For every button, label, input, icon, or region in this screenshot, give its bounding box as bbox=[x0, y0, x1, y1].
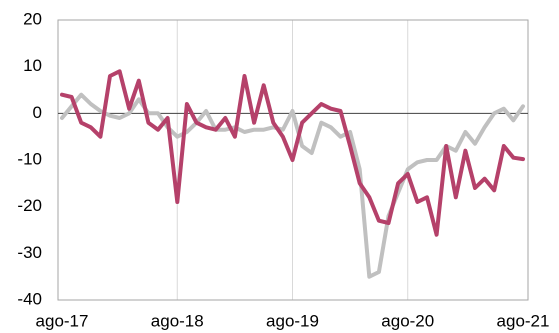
plot-frame bbox=[57, 19, 529, 301]
x-tick-label: ago-21 bbox=[497, 311, 550, 330]
y-tick-label: 10 bbox=[23, 56, 42, 75]
x-tick-label: ago-20 bbox=[381, 311, 434, 330]
y-tick-label: -40 bbox=[17, 289, 42, 308]
series-line bbox=[60, 69, 525, 237]
y-tick-label: 20 bbox=[23, 9, 42, 28]
y-tick-label: 0 bbox=[33, 103, 42, 122]
y-tick-label: -30 bbox=[17, 243, 42, 262]
y-tick-label: -20 bbox=[17, 196, 42, 215]
x-tick-label: ago-19 bbox=[266, 311, 319, 330]
x-tick-label: ago-18 bbox=[151, 311, 204, 330]
y-tick-label: -10 bbox=[17, 149, 42, 168]
x-tick-label: ago-17 bbox=[36, 311, 89, 330]
